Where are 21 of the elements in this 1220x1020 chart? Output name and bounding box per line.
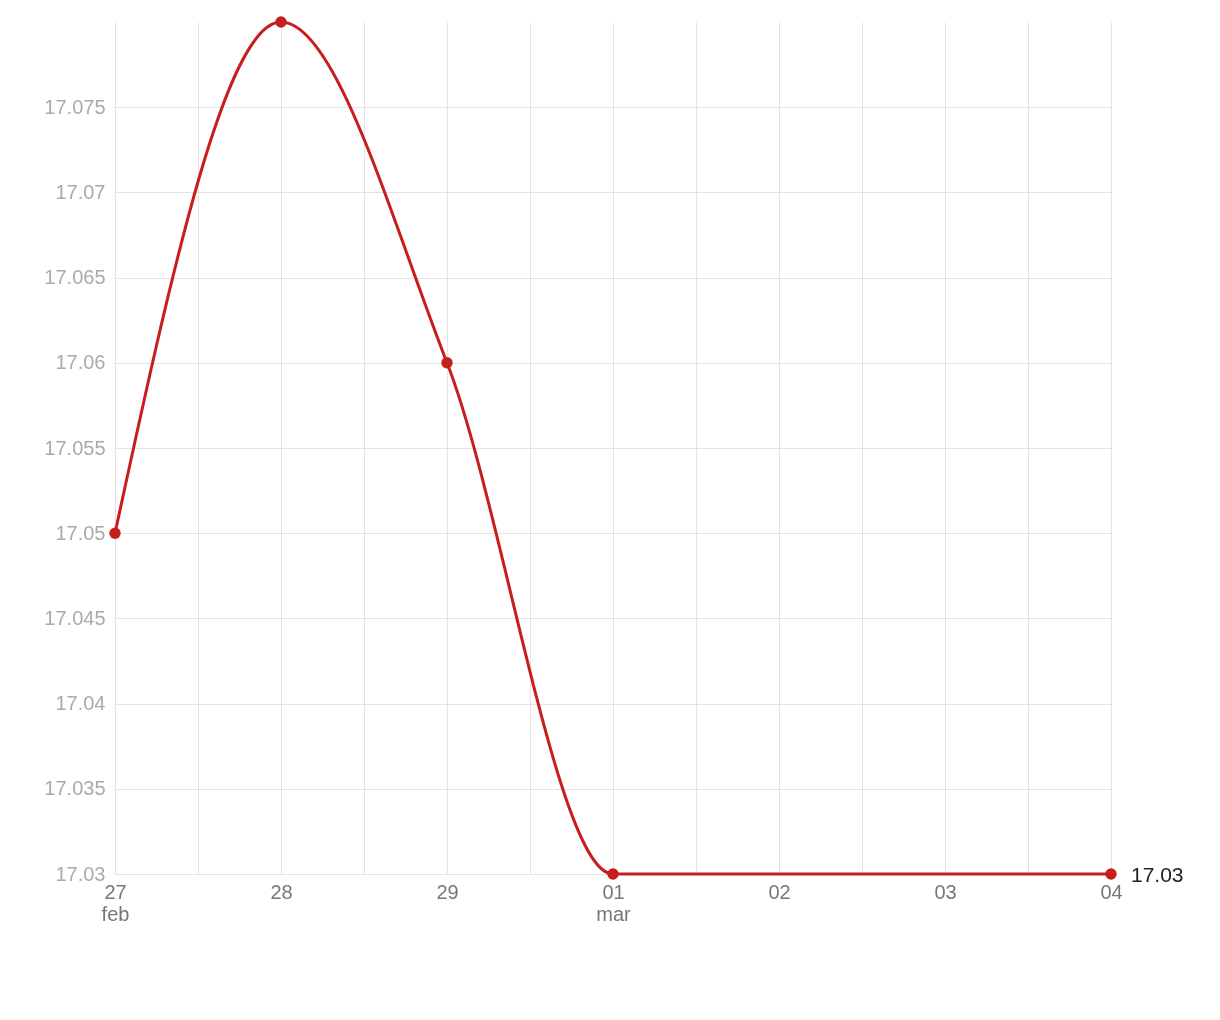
point	[109, 527, 121, 539]
x-tick-label: 01 mar	[596, 880, 632, 925]
point	[1105, 868, 1117, 880]
data-label: 17.03	[1131, 863, 1184, 886]
x-tick-label: 02	[768, 880, 791, 903]
y-tick-label: 17.075	[44, 95, 106, 118]
y-tick-label: 17.045	[44, 606, 106, 629]
point	[607, 868, 619, 880]
y-tick-label: 17.035	[44, 777, 106, 800]
point	[441, 357, 453, 369]
y-tick-label: 17.06	[55, 351, 106, 374]
y-tick-label: 17.07	[55, 180, 106, 203]
x-tick-label: 29	[436, 880, 459, 903]
point	[275, 16, 287, 28]
x-tick-label: 28	[270, 880, 293, 903]
y-tick-label: 17.065	[44, 266, 106, 289]
y-tick-label: 17.055	[44, 436, 106, 459]
x-tick-label: 03	[934, 880, 957, 903]
y-tick-label: 17.05	[55, 521, 106, 544]
y-tick-label: 17.04	[55, 692, 106, 715]
x-tick-label: 04	[1100, 880, 1123, 903]
